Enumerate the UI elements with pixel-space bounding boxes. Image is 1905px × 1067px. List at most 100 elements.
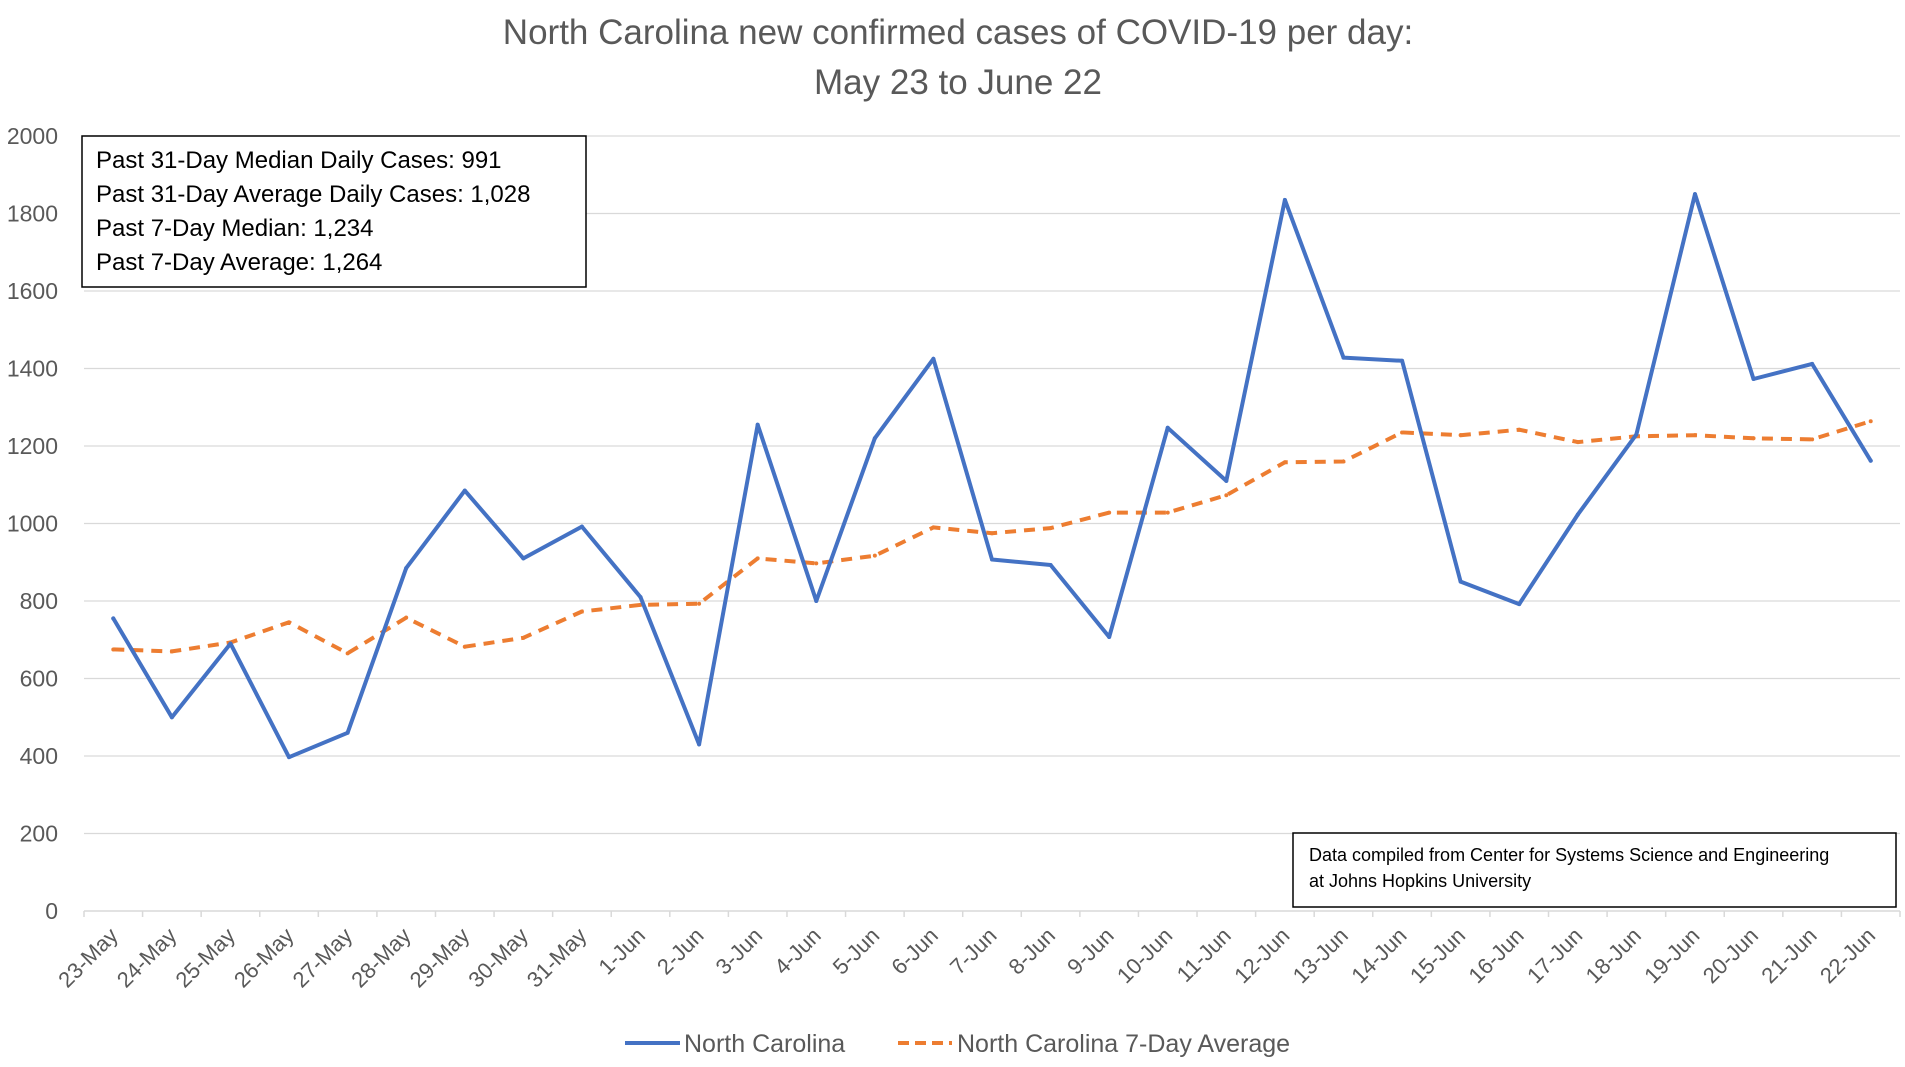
x-tick-label-24-May: 24-May xyxy=(112,923,182,993)
x-tick-label-11-Jun: 11-Jun xyxy=(1172,923,1236,987)
series-line-7day-average xyxy=(113,419,1872,656)
x-tick-label-31-May: 31-May xyxy=(522,923,592,993)
x-tick-label-9-Jun: 9-Jun xyxy=(1062,923,1119,980)
point-7day-average-12-Jun xyxy=(1282,460,1287,465)
point-7day-average-2-Jun xyxy=(697,601,702,606)
point-north-carolina-5-Jun xyxy=(872,436,877,441)
point-7day-average-7-Jun xyxy=(990,531,994,536)
point-7day-average-27-May xyxy=(345,651,350,656)
x-tick-label-21-Jun: 21-Jun xyxy=(1756,923,1821,988)
source-box: Data compiled from Center for Systems Sc… xyxy=(1292,832,1897,908)
point-7day-average-29-May xyxy=(462,644,467,649)
point-7day-average-14-Jun xyxy=(1400,430,1405,435)
y-tick-label-1400: 1400 xyxy=(7,356,58,382)
stat-line-31day-median: Past 31-Day Median Daily Cases: 991 xyxy=(96,147,502,174)
x-tick-label-22-Jun: 22-Jun xyxy=(1815,923,1880,988)
x-tick-label-26-May: 26-May xyxy=(229,923,299,993)
x-tick-label-16-Jun: 16-Jun xyxy=(1464,923,1529,988)
point-north-carolina-12-Jun xyxy=(1282,197,1287,202)
chart-title: North Carolina new confirmed cases of CO… xyxy=(503,13,1413,52)
y-tick-label-1200: 1200 xyxy=(7,433,58,459)
x-tick-label-8-Jun: 8-Jun xyxy=(1004,923,1061,980)
x-tick-label-17-Jun: 17-Jun xyxy=(1522,923,1587,988)
point-north-carolina-9-Jun xyxy=(1107,635,1112,640)
x-tick-label-13-Jun: 13-Jun xyxy=(1288,923,1353,988)
point-north-carolina-21-Jun xyxy=(1810,361,1815,366)
stat-line-7day-median: Past 7-Day Median: 1,234 xyxy=(96,215,374,242)
gridlines xyxy=(84,135,1900,835)
point-north-carolina-18-Jun xyxy=(1634,432,1639,437)
point-north-carolina-16-Jun xyxy=(1517,602,1522,607)
point-north-carolina-22-Jun xyxy=(1868,458,1873,463)
point-north-carolina-20-Jun xyxy=(1751,376,1756,381)
stats-box-border xyxy=(81,135,587,288)
source-box-border xyxy=(1292,832,1897,908)
point-7day-average-26-May xyxy=(287,620,292,625)
x-tick-label-14-Jun: 14-Jun xyxy=(1346,923,1411,988)
x-tick-label-15-Jun: 15-Jun xyxy=(1405,923,1470,988)
x-axis: 23-May24-May25-May26-May27-May28-May29-M… xyxy=(53,910,1901,993)
point-7day-average-23-May xyxy=(111,647,116,652)
x-tick-label-1-Jun: 1-Jun xyxy=(593,923,650,980)
x-tick-label-27-May: 27-May xyxy=(288,923,358,993)
y-tick-label-400: 400 xyxy=(20,743,58,769)
point-7day-average-15-Jun xyxy=(1458,433,1463,438)
point-north-carolina-25-May xyxy=(228,641,233,646)
point-7day-average-20-Jun xyxy=(1751,436,1756,441)
point-7day-average-13-Jun xyxy=(1341,459,1346,464)
x-tick-label-3-Jun: 3-Jun xyxy=(711,923,768,980)
point-north-carolina-8-Jun xyxy=(1048,562,1053,567)
point-7day-average-8-Jun xyxy=(1048,526,1053,531)
point-7day-average-30-May xyxy=(521,635,526,640)
x-tick-label-23-May: 23-May xyxy=(53,923,123,993)
point-north-carolina-24-May xyxy=(169,715,174,720)
point-north-carolina-3-Jun xyxy=(755,422,760,427)
stat-line-7day-average: Past 7-Day Average: 1,264 xyxy=(96,249,382,276)
point-north-carolina-17-Jun xyxy=(1575,512,1580,517)
legend-label-north-carolina: North Carolina xyxy=(684,1030,845,1058)
legend-label-7day-average: North Carolina 7-Day Average xyxy=(957,1030,1290,1058)
point-7day-average-10-Jun xyxy=(1165,510,1170,515)
x-tick-label-12-Jun: 12-Jun xyxy=(1229,923,1294,988)
y-tick-label-2000: 2000 xyxy=(7,123,58,149)
point-north-carolina-31-May xyxy=(579,524,584,529)
x-tick-label-6-Jun: 6-Jun xyxy=(886,923,943,980)
point-north-carolina-19-Jun xyxy=(1692,192,1697,197)
x-tick-label-4-Jun: 4-Jun xyxy=(769,923,826,980)
point-north-carolina-15-Jun xyxy=(1458,579,1463,584)
point-7day-average-17-Jun xyxy=(1575,440,1580,445)
y-tick-label-1800: 1800 xyxy=(7,201,58,227)
x-tick-label-29-May: 29-May xyxy=(405,923,475,993)
point-north-carolina-10-Jun xyxy=(1165,425,1170,430)
y-tick-label-0: 0 xyxy=(45,898,58,924)
source-line-1: Data compiled from Center for Systems Sc… xyxy=(1309,845,1829,865)
point-north-carolina-7-Jun xyxy=(990,557,994,562)
point-north-carolina-2-Jun xyxy=(697,742,702,747)
y-tick-label-200: 200 xyxy=(20,821,58,847)
point-7day-average-19-Jun xyxy=(1692,433,1697,438)
point-7day-average-3-Jun xyxy=(755,556,760,561)
y-tick-label-1000: 1000 xyxy=(7,511,58,537)
y-axis-ticks: 0 200 400 600 800 1000 1200 1400 1600 1800 2000 xyxy=(7,123,58,924)
x-tick-label-7-Jun: 7-Jun xyxy=(945,923,1002,980)
point-north-carolina-14-Jun xyxy=(1400,358,1405,363)
point-7day-average-24-May xyxy=(169,649,174,654)
x-tick-label-2-Jun: 2-Jun xyxy=(652,923,709,980)
point-north-carolina-28-May xyxy=(404,566,409,571)
x-tick-label-28-May: 28-May xyxy=(346,923,416,993)
point-north-carolina-1-Jun xyxy=(638,595,643,600)
stats-box: Past 31-Day Median Daily Cases: 991 Past… xyxy=(81,135,587,288)
point-7day-average-28-May xyxy=(404,615,409,620)
point-north-carolina-30-May xyxy=(521,556,526,561)
y-tick-label-800: 800 xyxy=(20,588,58,614)
x-tick-label-18-Jun: 18-Jun xyxy=(1581,923,1646,988)
point-7day-average-21-Jun xyxy=(1810,437,1815,442)
point-north-carolina-13-Jun xyxy=(1341,355,1346,360)
point-7day-average-5-Jun xyxy=(872,553,877,558)
x-tick-label-5-Jun: 5-Jun xyxy=(828,923,885,980)
point-north-carolina-23-May xyxy=(111,616,116,621)
x-tick-label-19-Jun: 19-Jun xyxy=(1639,923,1704,988)
point-7day-average-4-Jun xyxy=(814,561,819,566)
y-tick-label-1600: 1600 xyxy=(7,278,58,304)
